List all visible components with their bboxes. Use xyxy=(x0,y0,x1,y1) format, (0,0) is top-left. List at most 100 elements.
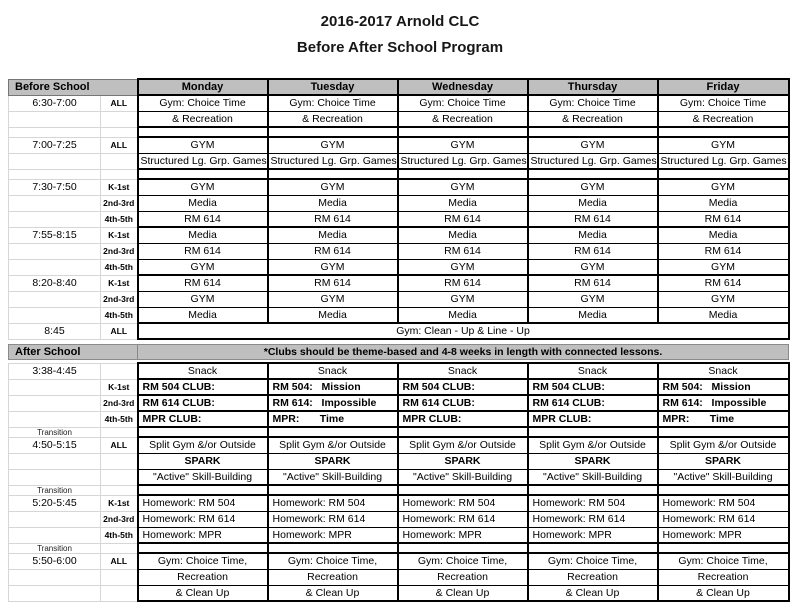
schedule-cell-thursday: Homework: RM 504 xyxy=(526,494,659,512)
empty-cell xyxy=(526,542,659,554)
time-label xyxy=(8,452,101,470)
schedule-cell-tuesday: & Clean Up xyxy=(266,584,399,602)
schedule-cell-thursday: GYM xyxy=(526,136,659,154)
schedule-cell-monday: GYM xyxy=(136,290,269,308)
time-label: 8:45 xyxy=(8,322,101,340)
time-label: 3:38-4:45 xyxy=(8,362,101,380)
day-header-wednesday: Wednesday xyxy=(396,78,529,96)
transition-label xyxy=(8,126,101,138)
title-line2: Before After School Program xyxy=(296,39,504,56)
schedule-cell-thursday: GYM xyxy=(526,178,659,196)
schedule-cell-monday: RM 614 xyxy=(136,210,269,228)
section-before-label: Before School xyxy=(7,78,139,96)
group-label: 4th-5th xyxy=(99,210,139,228)
group-label: ALL xyxy=(99,94,139,112)
schedule-cell-tuesday: Recreation xyxy=(266,568,399,586)
schedule-cell-wednesday: Media xyxy=(396,194,529,212)
schedule-cell-wednesday: Media xyxy=(396,306,529,324)
schedule-cell-wednesday: Gym: Choice Time, xyxy=(396,552,529,570)
empty-cell xyxy=(526,126,659,138)
time-label xyxy=(8,468,101,486)
schedule-cell-friday: & Clean Up xyxy=(656,584,790,602)
time-label xyxy=(8,194,101,212)
schedule-cell-monday: RM 614 CLUB: xyxy=(136,394,269,412)
schedule-cell-wednesday: & Recreation xyxy=(396,110,529,128)
time-label xyxy=(8,394,101,412)
group-label: 2nd-3rd xyxy=(99,290,139,308)
group-label: K-1st xyxy=(99,178,139,196)
time-label: 5:20-5:45 xyxy=(8,494,101,512)
schedule-cell-monday: Media xyxy=(136,306,269,324)
clubs-note: *Clubs should be theme-based and 4-8 wee… xyxy=(137,343,790,360)
schedule-cell-tuesday: RM 614 xyxy=(266,274,399,292)
empty-cell xyxy=(396,126,529,138)
schedule-cell-tuesday: Media xyxy=(266,194,399,212)
schedule-cell-thursday: GYM xyxy=(526,258,659,276)
time-label: 7:30-7:50 xyxy=(8,178,101,196)
schedule-cell-thursday: RM 614 CLUB: xyxy=(526,394,659,412)
group-label: 2nd-3rd xyxy=(99,394,139,412)
schedule-cell-wednesday: GYM xyxy=(396,136,529,154)
schedule-cell-friday: & Recreation xyxy=(656,110,790,128)
schedule-cell-thursday: Gym: Choice Time xyxy=(526,94,659,112)
schedule-cell-wednesday: "Active" Skill-Building xyxy=(396,468,529,486)
schedule-cell-monday: Split Gym &/or Outside xyxy=(136,436,269,454)
schedule-cell-tuesday: Homework: RM 614 xyxy=(266,510,399,528)
schedule-cell-friday: Snack xyxy=(656,362,790,380)
schedule-cell-friday: Recreation xyxy=(656,568,790,586)
schedule-cell-friday: MPR: Time xyxy=(656,410,790,428)
schedule-cell-friday: GYM xyxy=(656,290,790,308)
empty-cell xyxy=(266,542,399,554)
empty-cell xyxy=(136,168,269,180)
empty-cell xyxy=(396,484,529,496)
schedule-cell-wednesday: Split Gym &/or Outside xyxy=(396,436,529,454)
schedule-cell-friday: Split Gym &/or Outside xyxy=(656,436,790,454)
day-header-friday: Friday xyxy=(656,78,790,96)
schedule-cell-tuesday: GYM xyxy=(266,136,399,154)
group-label: ALL xyxy=(99,552,139,570)
time-label xyxy=(8,526,101,544)
schedule-cell-thursday: Split Gym &/or Outside xyxy=(526,436,659,454)
empty-cell xyxy=(656,168,790,180)
schedule-cell-monday: MPR CLUB: xyxy=(136,410,269,428)
schedule-cell-friday: Gym: Choice Time xyxy=(656,94,790,112)
group-label: K-1st xyxy=(99,378,139,396)
schedule-cell-thursday: RM 504 CLUB: xyxy=(526,378,659,396)
empty-cell xyxy=(266,126,399,138)
schedule-cell-wednesday: & Clean Up xyxy=(396,584,529,602)
schedule-cell-wednesday: RM 614 CLUB: xyxy=(396,394,529,412)
schedule-cell-monday: RM 614 xyxy=(136,242,269,260)
schedule-cell-thursday: Homework: RM 614 xyxy=(526,510,659,528)
group-label xyxy=(99,452,139,470)
group-label xyxy=(99,426,139,438)
time-label: 5:50-6:00 xyxy=(8,552,101,570)
schedule-cell-tuesday: Gym: Choice Time, xyxy=(266,552,399,570)
schedule-cell-thursday: GYM xyxy=(526,290,659,308)
schedule-cell-monday: GYM xyxy=(136,258,269,276)
transition-label: Transition xyxy=(8,484,101,496)
time-label xyxy=(8,152,101,170)
time-label xyxy=(8,110,101,128)
schedule-cell-monday: GYM xyxy=(136,178,269,196)
group-label: 2nd-3rd xyxy=(99,194,139,212)
schedule-cell-friday: RM 614 xyxy=(656,274,790,292)
group-label: ALL xyxy=(99,322,139,340)
schedule-cell-monday: RM 614 xyxy=(136,274,269,292)
schedule-span-cell: Gym: Clean - Up & Line - Up xyxy=(136,322,790,340)
schedule-cell-thursday: Snack xyxy=(526,362,659,380)
group-label: K-1st xyxy=(99,274,139,292)
transition-label xyxy=(8,168,101,180)
schedule-cell-friday: SPARK xyxy=(656,452,790,470)
group-label xyxy=(99,168,139,180)
day-header-monday: Monday xyxy=(136,78,269,96)
schedule-cell-wednesday: MPR CLUB: xyxy=(396,410,529,428)
group-label xyxy=(99,568,139,586)
group-label: 4th-5th xyxy=(99,526,139,544)
schedule-cell-wednesday: RM 614 xyxy=(396,242,529,260)
schedule-cell-wednesday: GYM xyxy=(396,258,529,276)
group-label: 4th-5th xyxy=(99,258,139,276)
schedule-cell-monday: Homework: RM 504 xyxy=(136,494,269,512)
schedule-cell-tuesday: Split Gym &/or Outside xyxy=(266,436,399,454)
group-label: 4th-5th xyxy=(99,306,139,324)
schedule-cell-tuesday: GYM xyxy=(266,258,399,276)
